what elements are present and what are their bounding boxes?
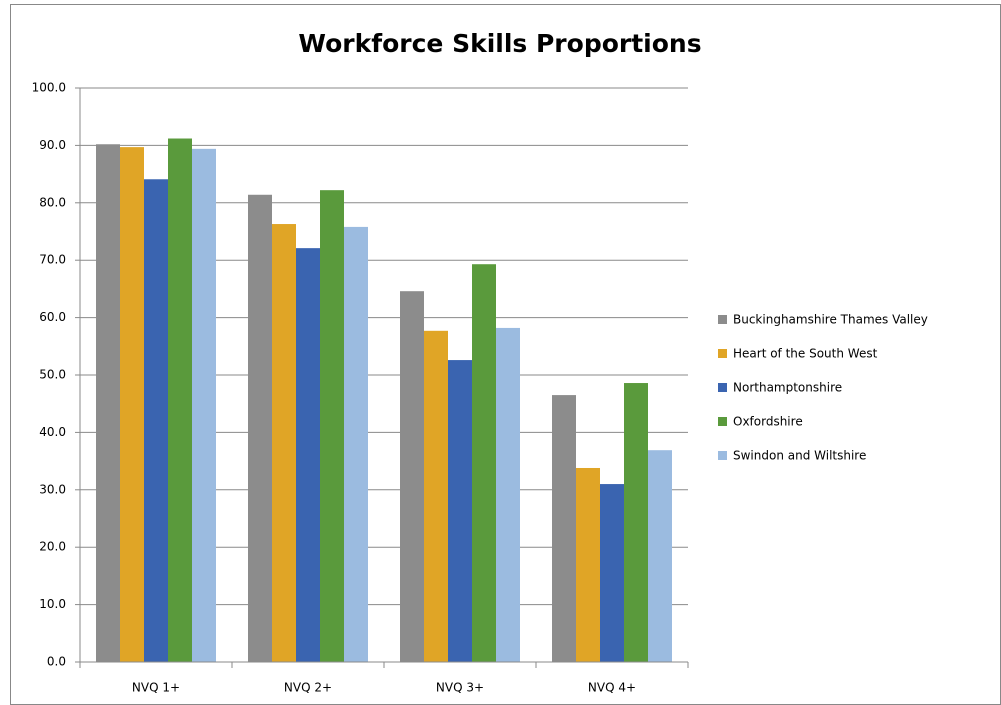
bar — [296, 248, 320, 662]
bar — [96, 144, 120, 662]
legend-swatch — [718, 349, 727, 358]
bar — [168, 138, 192, 663]
bar — [496, 327, 520, 662]
bar — [320, 190, 344, 662]
bar — [624, 383, 648, 662]
bar — [600, 484, 624, 662]
legend-label: Northamptonshire — [733, 381, 842, 395]
bar — [576, 467, 600, 662]
legend-swatch — [718, 315, 727, 324]
bar — [272, 224, 296, 662]
x-tick-label: NVQ 4+ — [588, 681, 636, 695]
bar — [400, 291, 424, 662]
x-tick-label: NVQ 1+ — [132, 681, 180, 695]
y-tick-label: 80.0 — [39, 195, 66, 209]
bar — [648, 450, 672, 662]
y-tick-label: 0.0 — [47, 655, 66, 669]
bar — [248, 194, 272, 663]
y-tick-label: 40.0 — [39, 425, 66, 439]
legend-swatch — [718, 417, 727, 426]
bar — [192, 148, 216, 662]
legend-swatch — [718, 451, 727, 460]
y-tick-label: 60.0 — [39, 310, 66, 324]
y-tick-label: 100.0 — [32, 81, 66, 95]
y-tick-label: 70.0 — [39, 253, 66, 267]
bar — [120, 147, 144, 662]
bar — [552, 395, 576, 662]
bar — [472, 264, 496, 662]
y-tick-label: 20.0 — [39, 540, 66, 554]
legend-label: Swindon and Wiltshire — [733, 449, 866, 463]
x-tick-label: NVQ 3+ — [436, 681, 484, 695]
y-tick-label: 90.0 — [39, 138, 66, 152]
chart-title: Workforce Skills Proportions — [298, 29, 701, 58]
legend-label: Oxfordshire — [733, 415, 803, 429]
bar — [424, 330, 448, 662]
legend-label: Buckinghamshire Thames Valley — [733, 313, 928, 327]
y-tick-label: 10.0 — [39, 597, 66, 611]
y-tick-label: 30.0 — [39, 482, 66, 496]
bar — [144, 179, 168, 663]
y-tick-label: 50.0 — [39, 368, 66, 382]
legend-swatch — [718, 383, 727, 392]
x-tick-label: NVQ 2+ — [284, 681, 332, 695]
legend-label: Heart of the South West — [733, 347, 878, 361]
bar — [344, 226, 368, 662]
bar — [448, 360, 472, 662]
